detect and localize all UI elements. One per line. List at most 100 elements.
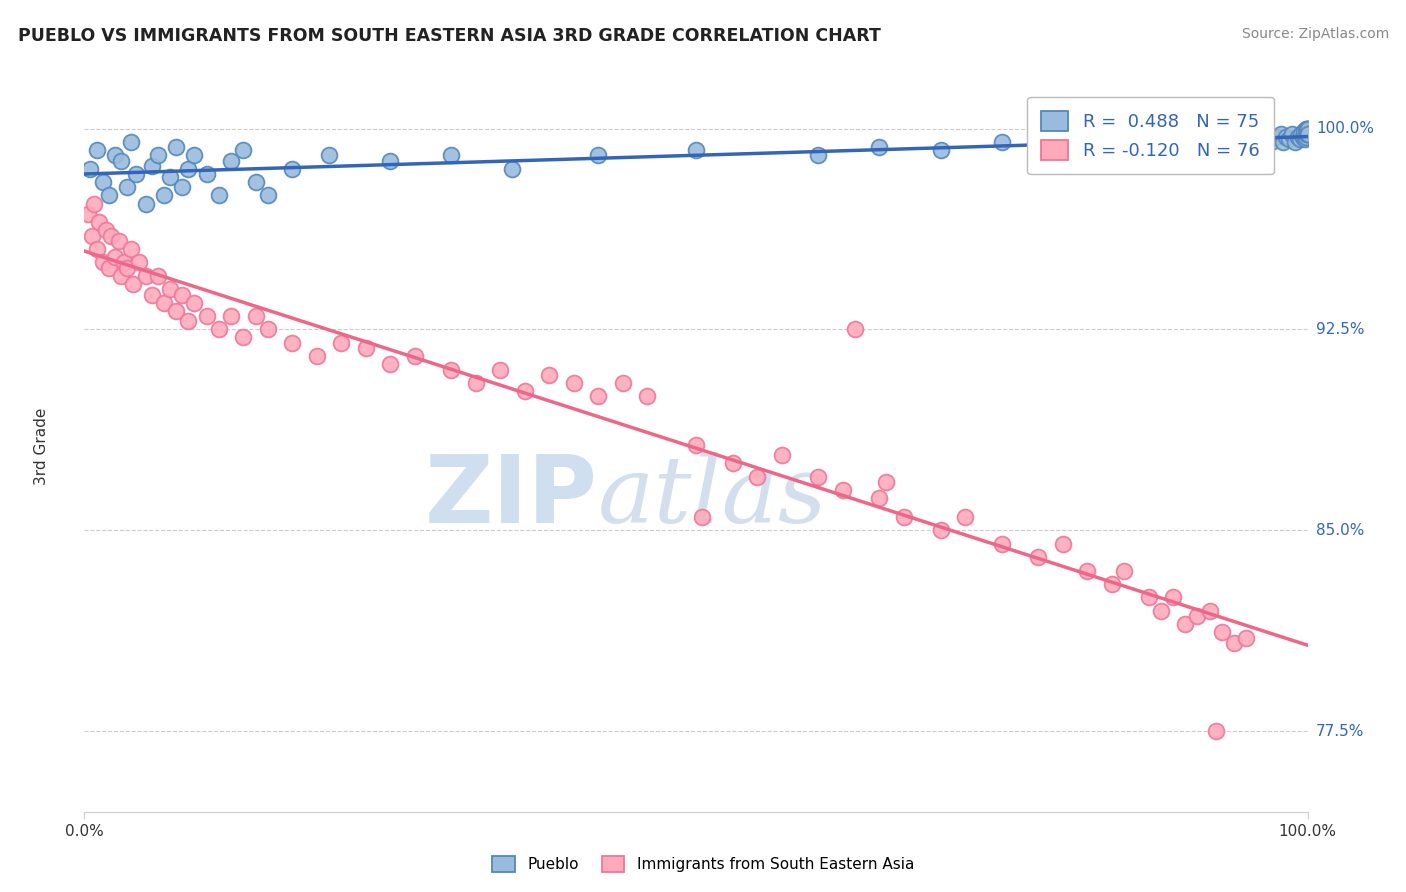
Point <box>281 335 304 350</box>
Point <box>953 510 976 524</box>
Point <box>1291 127 1313 141</box>
Point <box>612 376 634 390</box>
Point <box>464 376 486 390</box>
Text: 92.5%: 92.5% <box>1316 322 1364 337</box>
Point <box>1274 129 1296 144</box>
Point <box>1187 132 1209 146</box>
Point <box>1292 124 1315 138</box>
Point <box>562 376 585 390</box>
Point <box>91 255 114 269</box>
Point <box>1295 129 1317 144</box>
Point <box>440 148 463 162</box>
Point <box>1076 564 1098 578</box>
Point <box>1198 137 1220 152</box>
Point <box>172 287 194 301</box>
Text: atlas: atlas <box>598 452 828 542</box>
Point <box>87 215 110 229</box>
Point <box>257 322 280 336</box>
Point <box>177 161 200 176</box>
Point <box>1296 124 1319 138</box>
Point <box>513 384 536 398</box>
Point <box>330 335 353 350</box>
Text: ZIP: ZIP <box>425 451 598 543</box>
Point <box>685 143 707 157</box>
Point <box>1101 577 1123 591</box>
Point <box>146 148 169 162</box>
Point <box>721 457 744 471</box>
Text: PUEBLO VS IMMIGRANTS FROM SOUTH EASTERN ASIA 3RD GRADE CORRELATION CHART: PUEBLO VS IMMIGRANTS FROM SOUTH EASTERN … <box>18 27 882 45</box>
Point <box>1211 625 1233 640</box>
Point <box>1254 132 1277 146</box>
Point <box>1295 121 1317 136</box>
Point <box>1028 140 1050 154</box>
Point <box>1272 135 1295 149</box>
Point <box>1028 550 1050 565</box>
Point <box>104 250 127 264</box>
Point <box>159 169 181 184</box>
Point <box>146 268 169 283</box>
Point <box>172 180 194 194</box>
Point <box>991 537 1014 551</box>
Point <box>159 282 181 296</box>
Point <box>636 389 658 403</box>
Point <box>1052 537 1074 551</box>
Point <box>1076 137 1098 152</box>
Point <box>1294 132 1316 146</box>
Point <box>875 475 897 490</box>
Point <box>1296 127 1319 141</box>
Point <box>1296 127 1319 141</box>
Point <box>1286 129 1309 144</box>
Point <box>1265 129 1288 144</box>
Point <box>83 196 105 211</box>
Point <box>245 175 267 189</box>
Point <box>1236 631 1258 645</box>
Point <box>96 223 118 237</box>
Point <box>318 148 340 162</box>
Point <box>165 303 187 318</box>
Point <box>1296 124 1319 138</box>
Point <box>79 161 101 176</box>
Point <box>502 161 524 176</box>
Point <box>1114 135 1136 149</box>
Point <box>1211 135 1233 149</box>
Point <box>1150 604 1173 618</box>
Point <box>404 349 426 363</box>
Point <box>1161 591 1184 605</box>
Point <box>1198 604 1220 618</box>
Point <box>153 188 176 202</box>
Point <box>110 268 132 283</box>
Point <box>107 234 129 248</box>
Point <box>281 161 304 176</box>
Point <box>1296 121 1319 136</box>
Point <box>115 180 138 194</box>
Point <box>128 255 150 269</box>
Point <box>141 159 163 173</box>
Point <box>807 470 830 484</box>
Legend: Pueblo, Immigrants from South Eastern Asia: Pueblo, Immigrants from South Eastern As… <box>484 848 922 880</box>
Legend: R =  0.488   N = 75, R = -0.120   N = 76: R = 0.488 N = 75, R = -0.120 N = 76 <box>1026 96 1274 174</box>
Point <box>80 228 103 243</box>
Point <box>232 330 254 344</box>
Point <box>112 255 135 269</box>
Point <box>120 135 142 149</box>
Point <box>1174 135 1197 149</box>
Point <box>1260 135 1282 149</box>
Point <box>245 309 267 323</box>
Point <box>1295 121 1317 136</box>
Point <box>929 143 952 157</box>
Point <box>219 153 242 168</box>
Point <box>586 148 609 162</box>
Point <box>1223 636 1246 650</box>
Point <box>893 510 915 524</box>
Point <box>165 140 187 154</box>
Point <box>380 153 402 168</box>
Point <box>1052 148 1074 162</box>
Point <box>1114 564 1136 578</box>
Point <box>1295 127 1317 141</box>
Point <box>1284 135 1306 149</box>
Point <box>489 362 512 376</box>
Point <box>807 148 830 162</box>
Point <box>1292 129 1315 144</box>
Point <box>747 470 769 484</box>
Point <box>1270 127 1292 141</box>
